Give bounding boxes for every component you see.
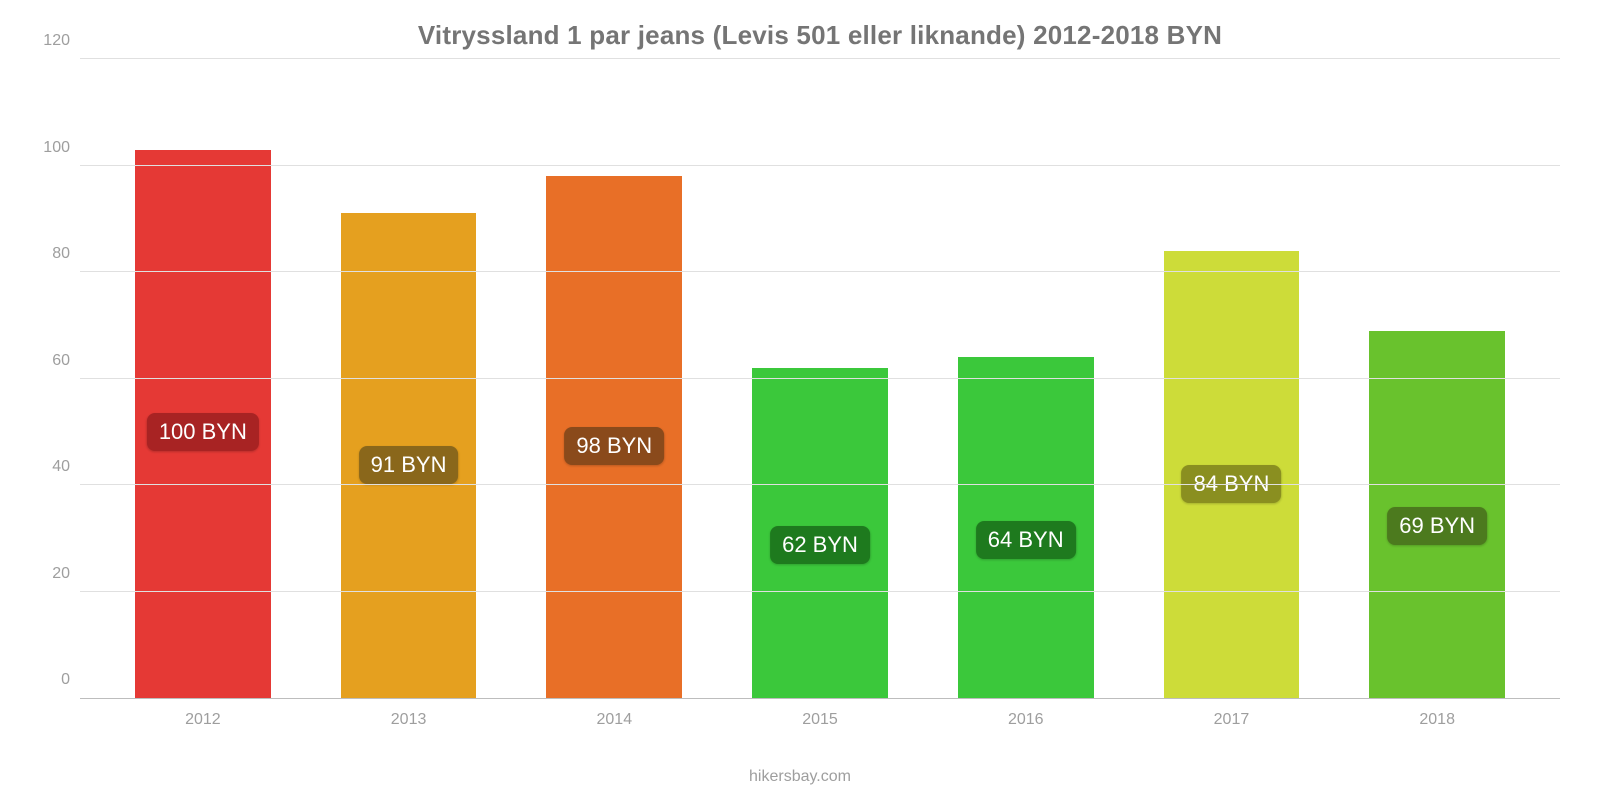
value-badge: 100 BYN [147, 413, 259, 451]
x-axis: 2012201320142015201620172018 [80, 699, 1560, 729]
bar: 69 BYN [1369, 331, 1505, 698]
bar-slot: 91 BYN [306, 59, 512, 698]
grid-line [80, 484, 1560, 485]
bar: 84 BYN [1164, 251, 1300, 698]
source-credit: hikersbay.com [0, 768, 1600, 786]
plot-area: 100 BYN 91 BYN 98 BYN 62 BYN 64 BYN 84 BYN 69 … [80, 59, 1560, 699]
x-tick-label: 2014 [511, 711, 717, 729]
y-tick-label: 100 [30, 139, 70, 157]
x-tick-label: 2017 [1129, 711, 1335, 729]
x-tick-label: 2012 [100, 711, 306, 729]
value-badge: 69 BYN [1387, 507, 1487, 545]
bar-slot: 100 BYN [100, 59, 306, 698]
y-tick-label: 0 [30, 671, 70, 689]
bar-slot: 69 BYN [1334, 59, 1540, 698]
bar: 64 BYN [958, 357, 1094, 698]
bar-slot: 64 BYN [923, 59, 1129, 698]
bar-slot: 84 BYN [1129, 59, 1335, 698]
bar-slot: 62 BYN [717, 59, 923, 698]
x-tick-label: 2015 [717, 711, 923, 729]
bar-slot: 98 BYN [511, 59, 717, 698]
value-badge: 91 BYN [359, 446, 459, 484]
y-tick-label: 60 [30, 352, 70, 370]
bar: 98 BYN [546, 176, 682, 698]
x-tick-label: 2013 [306, 711, 512, 729]
grid-line [80, 58, 1560, 59]
grid-line [80, 378, 1560, 379]
grid-line [80, 591, 1560, 592]
x-tick-label: 2018 [1334, 711, 1540, 729]
value-badge: 64 BYN [976, 521, 1076, 559]
bar: 62 BYN [752, 368, 888, 698]
grid-line [80, 165, 1560, 166]
bar: 100 BYN [135, 150, 271, 698]
bar: 91 BYN [341, 213, 477, 698]
y-tick-label: 40 [30, 458, 70, 476]
value-badge: 98 BYN [564, 427, 664, 465]
chart-container: Vitryssland 1 par jeans (Levis 501 eller… [0, 0, 1600, 800]
y-tick-label: 20 [30, 565, 70, 583]
x-tick-label: 2016 [923, 711, 1129, 729]
value-badge: 62 BYN [770, 526, 870, 564]
y-tick-label: 80 [30, 245, 70, 263]
grid-line [80, 271, 1560, 272]
chart-title: Vitryssland 1 par jeans (Levis 501 eller… [80, 20, 1560, 51]
bars-group: 100 BYN 91 BYN 98 BYN 62 BYN 64 BYN 84 BYN 69 … [80, 59, 1560, 698]
y-tick-label: 120 [30, 32, 70, 50]
